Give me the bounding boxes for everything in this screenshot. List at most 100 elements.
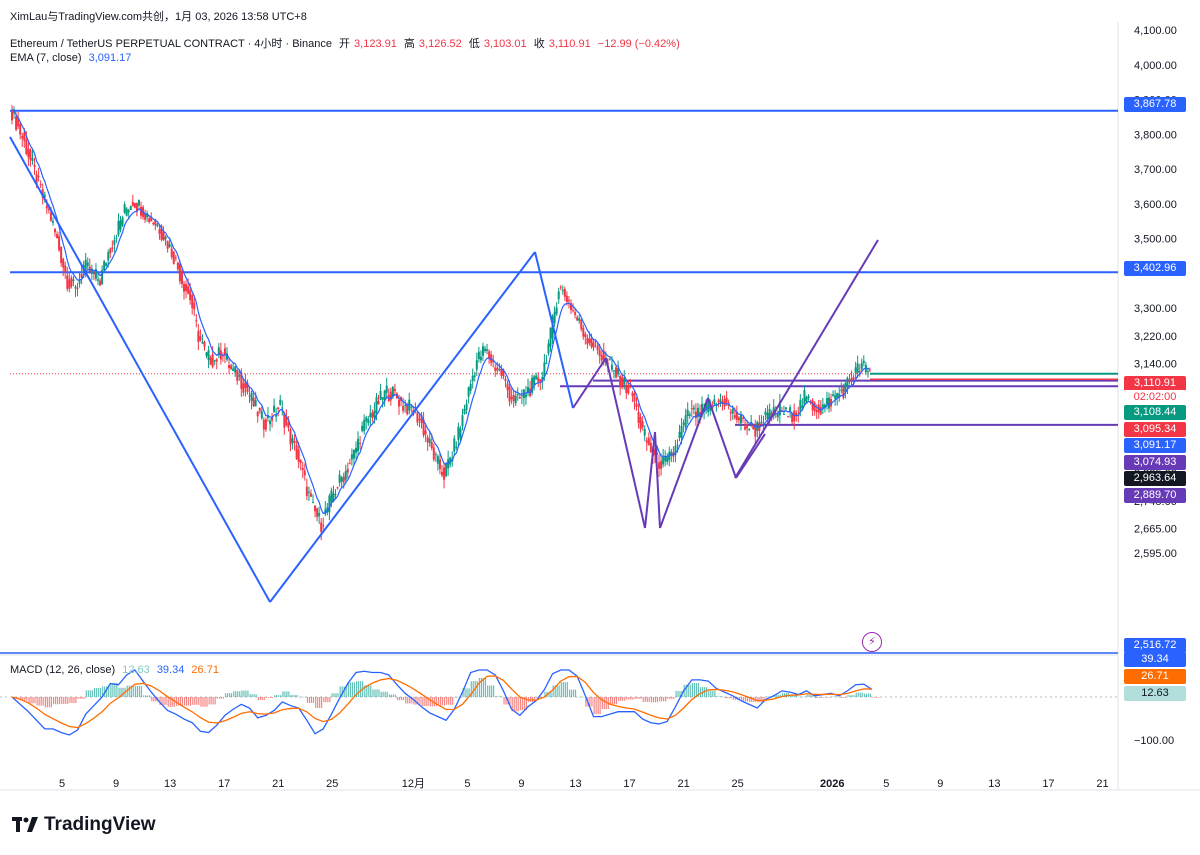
candle-body	[76, 287, 79, 289]
candle-body	[752, 425, 755, 429]
candle-body	[70, 277, 73, 287]
macd-hist-bar	[280, 695, 282, 697]
candle-body	[297, 449, 300, 462]
candle-body	[565, 295, 568, 302]
candle-body	[238, 375, 241, 377]
macd-hist-bar	[618, 697, 620, 701]
price-tag: 3,867.78	[1124, 97, 1186, 112]
candle-body	[334, 493, 337, 495]
macd-hist-bar	[194, 697, 196, 705]
candle-body	[262, 419, 265, 430]
candle-body	[647, 437, 650, 445]
macd-hist-bar	[89, 690, 91, 697]
macd-hist-bar	[140, 685, 143, 697]
macd-hist-bar	[855, 692, 857, 697]
candle-body	[549, 327, 552, 347]
candle-body	[189, 290, 192, 301]
macd-hist-bar	[777, 694, 779, 697]
macd-hist-bar	[370, 685, 372, 697]
price-tag: 3,091.17	[1124, 438, 1186, 453]
macd-hist-bar	[837, 696, 839, 698]
candle-body	[590, 338, 593, 347]
macd-hist-bar	[609, 697, 612, 705]
macd-hist-bar	[286, 691, 288, 697]
macd-hist-bar	[42, 697, 44, 706]
candle-body	[852, 377, 855, 380]
candle-body	[668, 451, 671, 461]
macd-hist-bar	[466, 688, 468, 697]
candle-body	[539, 379, 542, 383]
macd-hist-bar	[400, 697, 403, 701]
candle-body	[610, 364, 613, 370]
candle-body	[23, 132, 26, 141]
macd-hist-bar	[310, 697, 313, 703]
macd-hist-bar	[640, 697, 642, 699]
macd-hist-bar	[456, 696, 458, 698]
macd-hist-bar	[560, 682, 562, 697]
macd-hist-bar	[521, 697, 524, 711]
macd-hist-bar	[620, 697, 622, 701]
macd-hist-bar	[228, 693, 231, 697]
macd-hist-bar	[790, 694, 792, 697]
macd-hist-bar	[613, 697, 616, 705]
candle-body	[197, 330, 200, 343]
macd-hist-bar	[382, 691, 384, 697]
candle-body	[166, 240, 169, 249]
candle-body	[830, 399, 833, 407]
macd-hist-bar	[155, 697, 157, 702]
macd-hist-bar	[591, 697, 593, 707]
candle-body	[844, 383, 847, 392]
candle-body	[99, 280, 102, 286]
macd-hist-bar	[458, 696, 460, 698]
macd-hist-bar	[865, 693, 868, 697]
ema-value: 3,091.17	[88, 52, 132, 64]
macd-hist-bar	[501, 696, 503, 697]
candle-body	[209, 357, 212, 365]
macd-hist-bar	[171, 697, 173, 707]
macd-hist-bar	[50, 697, 52, 708]
candle-body	[463, 408, 466, 414]
macd-legend[interactable]: MACD (12, 26, close) 12.63 39.34 26.71	[10, 664, 223, 676]
macd-hist-bar	[169, 697, 171, 707]
candle-body	[133, 202, 136, 208]
macd-hist-bar	[601, 697, 603, 710]
macd-hist-bar	[779, 694, 781, 697]
candle-body	[54, 228, 56, 233]
candle-body	[477, 351, 480, 360]
candle-body	[250, 392, 253, 401]
candle-body	[789, 407, 792, 411]
candle-body	[500, 368, 503, 376]
candle-body	[518, 396, 521, 399]
macd-hist-bar	[220, 697, 222, 699]
candle-body	[377, 401, 380, 405]
price-tick-label: 4,100.00	[1134, 25, 1177, 37]
macd-hist-bar	[276, 695, 278, 697]
time-tick-label: 21	[272, 778, 284, 790]
macd-hist-bar	[708, 690, 710, 697]
candle-body	[80, 273, 83, 278]
candle-body	[187, 286, 190, 294]
macd-hist-bar	[61, 697, 63, 704]
macd-hist-bar	[808, 694, 810, 697]
candle-body	[420, 415, 423, 423]
macd-hist-bar	[58, 697, 61, 705]
macd-hist-bar	[669, 697, 671, 699]
candle-body	[103, 261, 106, 270]
candle-body	[713, 399, 716, 405]
candle-body	[273, 405, 276, 413]
macd-hist-bar	[368, 685, 370, 697]
candle-body	[764, 411, 767, 415]
candle-body	[848, 380, 851, 383]
macd-hist-bar	[65, 697, 67, 704]
candle-body	[293, 441, 296, 444]
macd-hist-bar	[230, 693, 233, 697]
macd-hist-bar	[480, 677, 483, 697]
candle-body	[498, 369, 501, 371]
candle-body	[162, 232, 165, 241]
trend-down-4	[654, 431, 661, 529]
ema-legend[interactable]: EMA (7, close) 3,091.17	[10, 52, 135, 64]
alert-bolt-icon[interactable]: ⚡	[862, 632, 882, 652]
tradingview-logo[interactable]: TradingView	[12, 814, 156, 836]
candle-body	[866, 371, 869, 373]
